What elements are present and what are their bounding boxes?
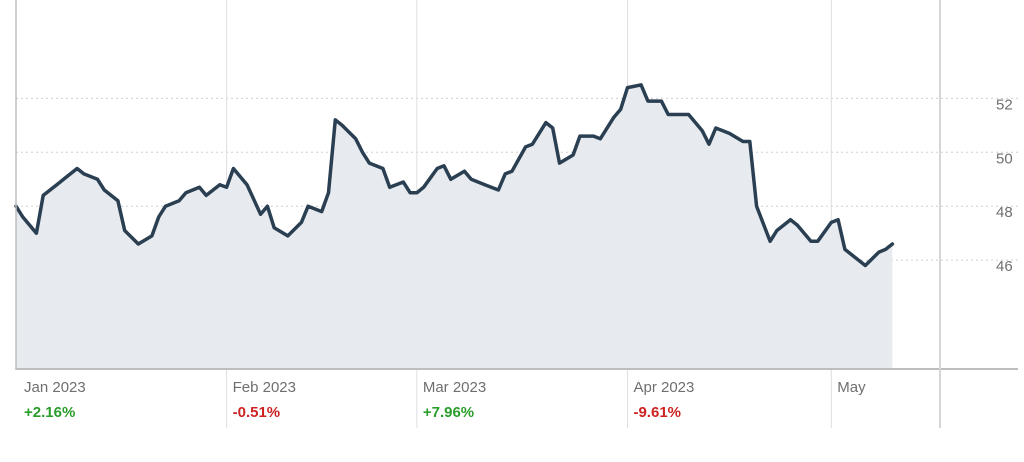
month-label: Mar 2023: [423, 379, 486, 396]
y-tick-label: 50: [996, 150, 1013, 167]
month-change: -0.51%: [233, 404, 281, 421]
month-change: +2.16%: [24, 404, 75, 421]
month-label: Apr 2023: [633, 379, 694, 396]
y-axis-ticks: 46 48 50 52: [996, 96, 1013, 275]
month-label: Jan 2023: [24, 379, 86, 396]
x-axis-months: Jan 2023 +2.16% Feb 2023 -0.51% Mar 2023 +7.9…: [24, 379, 866, 421]
axes: [15, 0, 1018, 428]
month-change: +7.96%: [423, 404, 474, 421]
month-label: Feb 2023: [233, 379, 296, 396]
price-area-fill: [16, 84, 893, 369]
y-tick-label: 46: [996, 258, 1013, 275]
price-line: [14, 83, 895, 268]
month-label: May: [837, 379, 866, 396]
month-change: -9.61%: [633, 404, 681, 421]
y-tick-label: 48: [996, 204, 1013, 221]
y-tick-label: 52: [996, 96, 1013, 113]
